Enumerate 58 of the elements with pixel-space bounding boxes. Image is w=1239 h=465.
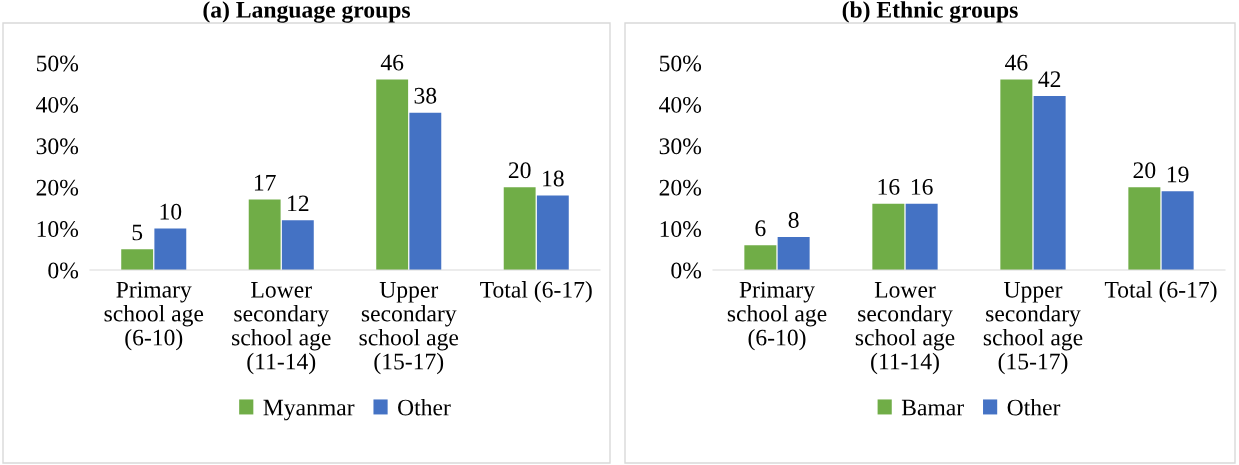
bar [872, 203, 905, 270]
data-label: 5 [132, 224, 143, 241]
y-tick-label: 0% [671, 262, 702, 279]
y-tick-label: 40% [36, 96, 79, 113]
legend-label: Other [398, 398, 451, 416]
data-label: 38 [414, 87, 437, 104]
bar [154, 228, 187, 270]
x-tick-label: Primary school age (6-10) [727, 281, 827, 351]
x-tick-label: Lower secondary school age (11-14) [855, 282, 955, 375]
bar [281, 220, 314, 270]
data-label: 18 [543, 170, 564, 187]
data-label: 19 [1167, 166, 1189, 183]
data-label: 6 [755, 220, 766, 237]
chart-title: (a) Language groups [203, 1, 411, 23]
data-label: 42 [1038, 71, 1061, 87]
data-label: 17 [254, 174, 276, 191]
y-tick-label: 10% [660, 221, 702, 238]
x-tick-label: Total (6-17) [480, 281, 592, 303]
data-label: 46 [1005, 54, 1028, 71]
bar [1161, 191, 1194, 270]
bar [1128, 187, 1161, 270]
y-tick-label: 30% [36, 138, 79, 155]
data-label: 20 [1133, 162, 1156, 179]
y-tick-label: 10% [37, 221, 79, 238]
bar [536, 195, 569, 270]
x-tick-label: Primary school age (6-10) [104, 281, 204, 351]
y-tick-label: 50% [659, 55, 702, 72]
legend-label: Other [1007, 398, 1061, 416]
x-tick-label: Upper secondary school age (15-17) [359, 282, 459, 375]
data-label: 46 [380, 54, 404, 71]
data-label: 8 [788, 211, 799, 228]
data-label: 12 [288, 195, 309, 212]
bar [248, 199, 281, 270]
bar [121, 249, 154, 270]
x-tick-label: Total (6-17) [1104, 281, 1217, 303]
bar [409, 112, 442, 270]
y-tick-label: 40% [659, 96, 702, 113]
bar [905, 203, 938, 270]
y-tick-label: 30% [659, 138, 702, 155]
y-tick-label: 50% [36, 55, 79, 72]
legend-label: Bamar [901, 399, 964, 416]
bar [777, 236, 810, 270]
data-label: 10 [160, 203, 182, 220]
bar [1033, 96, 1066, 270]
chart-title: (b) Ethnic groups [842, 1, 1018, 23]
y-tick-label: 20% [36, 179, 79, 196]
bar [744, 245, 777, 270]
bar [1000, 79, 1033, 270]
bar [376, 79, 409, 270]
data-label: 16 [911, 178, 933, 195]
data-label: 20 [508, 162, 531, 179]
bar [503, 187, 536, 270]
x-tick-label: Upper secondary school age (15-17) [983, 282, 1083, 375]
y-tick-label: 20% [659, 179, 702, 196]
data-label: 16 [878, 178, 900, 195]
x-tick-label: Lower secondary school age (11-14) [232, 282, 331, 375]
y-tick-label: 0% [48, 262, 79, 279]
legend-label: Myanmar [263, 399, 355, 421]
